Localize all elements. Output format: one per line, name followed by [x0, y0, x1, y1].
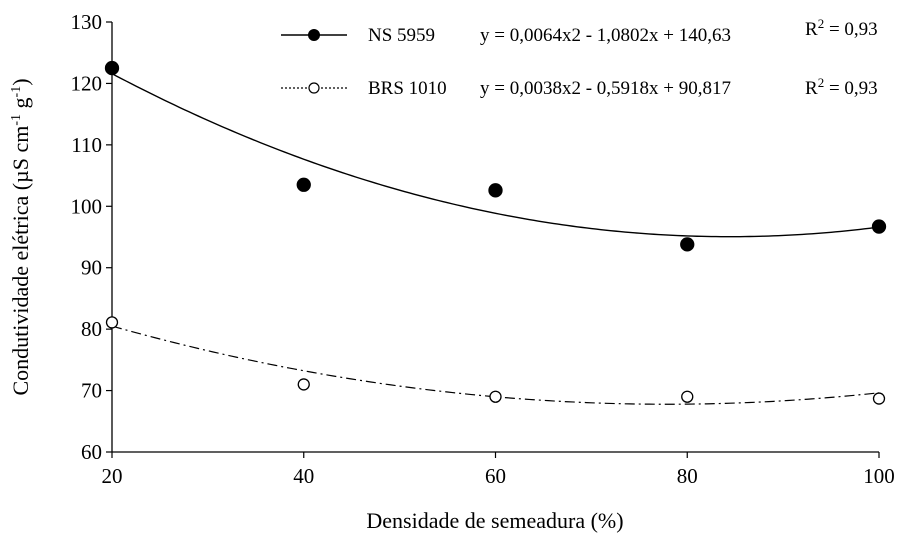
x-tick-label: 40 — [293, 464, 314, 488]
legend-label-brs-1010: BRS 1010 — [368, 78, 447, 99]
data-point — [488, 183, 503, 198]
series-brs-1010-points — [105, 316, 886, 405]
data-point — [680, 237, 695, 252]
y-tick-label: 110 — [71, 133, 102, 157]
x-tick-label: 20 — [102, 464, 123, 488]
legend-r2-sup-ns-5959: 2 — [818, 16, 825, 31]
data-point — [489, 390, 502, 403]
y-tick-label: 130 — [71, 10, 103, 34]
legend-r2-sup-brs-1010: 2 — [818, 75, 825, 90]
legend-r2-suffix-ns-5959: = 0,93 — [824, 19, 877, 40]
legend-label-ns-5959: NS 5959 — [368, 25, 435, 46]
y-axis-title-close: ) — [8, 78, 33, 85]
y-axis-title-main: Condutividade elétrica (µS cm — [8, 126, 33, 396]
legend-r2-prefix-ns-5959: R — [805, 19, 818, 40]
trendline-brs-1010 — [111, 325, 880, 405]
y-tick-label: 120 — [71, 71, 103, 95]
y-axis-title-sup2: -1 — [9, 86, 24, 98]
x-tick-label: 100 — [863, 464, 895, 488]
legend-equation-brs-1010: y = 0,0038x2 - 0,5918x + 90,817 — [480, 78, 731, 99]
x-axis-ticks: 20 40 60 80 100 — [102, 452, 895, 488]
trendline-ns-5959 — [111, 73, 880, 238]
x-axis-title: Densidade de semeadura (%) — [366, 508, 623, 533]
data-point — [871, 219, 887, 234]
data-point — [297, 378, 310, 391]
y-tick-label: 100 — [71, 194, 103, 218]
y-tick-label: 70 — [81, 379, 102, 403]
legend-marker-ns-5959 — [308, 29, 320, 41]
y-axis-title: Condutividade elétrica (µS cm-1 g-1) — [8, 78, 33, 395]
legend-r2-prefix-brs-1010: R — [805, 78, 818, 99]
series-ns-5959-points — [104, 60, 887, 252]
data-point — [105, 316, 119, 329]
y-tick-label: 80 — [81, 317, 102, 341]
legend-r2-ns-5959: R2 = 0,93 — [805, 16, 878, 40]
y-tick-label: 90 — [81, 256, 102, 280]
x-tick-label: 80 — [677, 464, 698, 488]
y-axis-ticks: 60 70 80 90 100 110 120 130 — [71, 10, 112, 464]
legend-r2-brs-1010: R2 = 0,93 — [805, 75, 878, 99]
data-point — [296, 177, 311, 192]
legend-entry-ns-5959: NS 5959 y = 0,0064x2 - 1,0802x + 140,63 … — [281, 16, 878, 46]
y-tick-label: 60 — [81, 440, 102, 464]
data-point — [681, 390, 694, 403]
legend-entry-brs-1010: BRS 1010 y = 0,0038x2 - 0,5918x + 90,817… — [281, 75, 878, 99]
data-point — [872, 392, 886, 405]
legend-equation-ns-5959: y = 0,0064x2 - 1,0802x + 140,63 — [480, 25, 731, 46]
y-axis-title-mid: g — [8, 97, 33, 114]
legend-marker-brs-1010 — [308, 82, 320, 94]
x-tick-label: 60 — [485, 464, 506, 488]
legend-r2-suffix-brs-1010: = 0,93 — [824, 78, 877, 99]
legend: NS 5959 y = 0,0064x2 - 1,0802x + 140,63 … — [281, 16, 878, 99]
y-axis-title-sup1: -1 — [9, 114, 24, 126]
data-point — [104, 60, 120, 76]
